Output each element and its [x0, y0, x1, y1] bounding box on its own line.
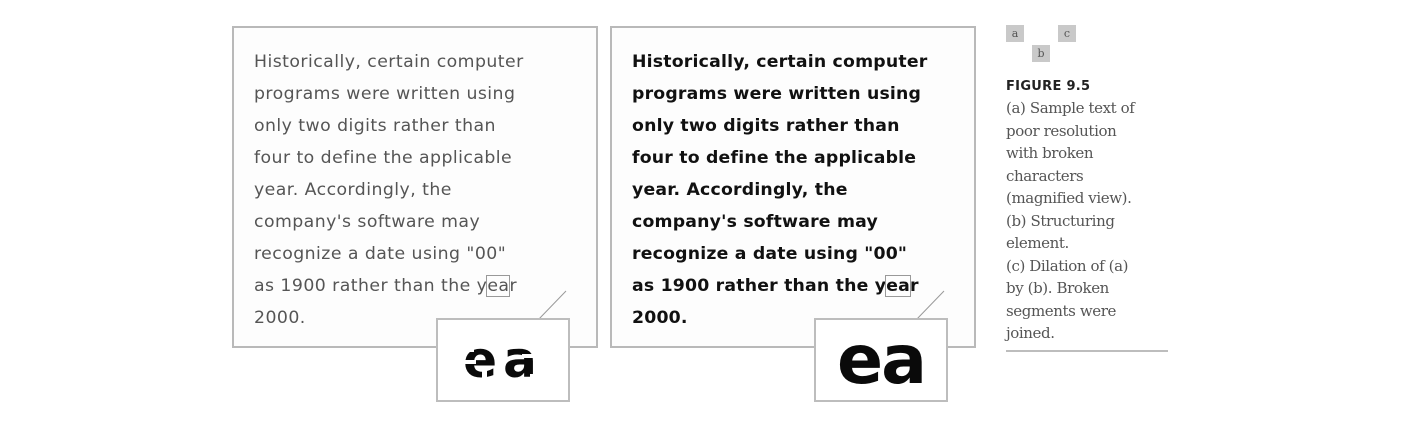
caption-line: (c) Dilation of (a)	[1006, 256, 1129, 275]
text-line: programs were written using	[254, 84, 516, 104]
caption-line: (magnified view).	[1006, 189, 1132, 207]
text-line: as 1900 rather than the year	[632, 270, 972, 302]
text-line: as 1900 rather than the year	[254, 270, 594, 302]
text-line: year. Accordingly, the	[254, 180, 452, 200]
subfigure-label-a: a	[1006, 25, 1024, 42]
highlighted-letters: ea	[486, 275, 511, 297]
text-line: recognize a date using "00"	[254, 244, 507, 264]
caption-divider	[1006, 350, 1168, 352]
word-suffix: r	[509, 276, 518, 296]
highlighted-letters: ea	[885, 275, 911, 297]
text-line: four to define the applicable	[632, 148, 917, 168]
magnified-glyphs: ea	[836, 320, 927, 400]
panel-c-text-block: Historically, certain computer programs …	[632, 46, 972, 334]
caption-line: by (b). Broken	[1006, 279, 1109, 297]
panel-a-text-block: Historically, certain computer programs …	[254, 46, 594, 334]
caption-line: characters	[1006, 166, 1084, 185]
text-line: Historically, certain computer	[632, 52, 928, 72]
word-prefix: y	[476, 276, 488, 296]
subfigure-label-c: c	[1058, 25, 1076, 42]
text-line: company's software may	[254, 212, 481, 232]
text-line: only two digits rather than	[632, 116, 900, 136]
text-line: year. Accordingly, the	[632, 180, 848, 200]
text-line: Historically, certain computer	[254, 52, 524, 72]
caption-line: segments were	[1006, 301, 1116, 320]
subfigure-label-b: b	[1032, 45, 1050, 62]
caption-line: (a) Sample text of	[1006, 99, 1135, 117]
panel-c-dilated-text: Historically, certain computer programs …	[610, 26, 976, 348]
magnified-view-broken: ea	[436, 318, 570, 402]
subfigure-layout-key: a b c	[1006, 25, 1076, 65]
text-fragment: as 1900 rather than the	[632, 276, 875, 296]
text-line: programs were written using	[632, 84, 922, 104]
text-line: 2000.	[632, 308, 688, 328]
text-line: four to define the applicable	[254, 148, 513, 168]
caption-line: joined.	[1006, 324, 1055, 342]
text-line: company's software may	[632, 212, 878, 232]
text-line: recognize a date using "00"	[632, 244, 908, 264]
figure-title: FIGURE 9.5	[1006, 79, 1091, 94]
word-prefix: y	[874, 276, 887, 296]
figure-caption: FIGURE 9.5 (a) Sample text of poor resol…	[1006, 77, 1170, 345]
caption-line: poor resolution	[1006, 121, 1117, 140]
text-fragment: as 1900 rather than the	[254, 276, 477, 296]
caption-line: (b) Structuring	[1006, 211, 1115, 230]
broken-gaps-overlay	[458, 342, 546, 386]
word-suffix: r	[910, 276, 919, 296]
magnified-view-dilated: ea	[814, 318, 948, 402]
panel-a-sample-text: Historically, certain computer programs …	[232, 26, 598, 348]
text-line: only two digits rather than	[254, 116, 496, 136]
text-line: 2000.	[254, 308, 306, 328]
caption-line: element.	[1006, 234, 1069, 252]
caption-line: with broken	[1006, 144, 1094, 162]
